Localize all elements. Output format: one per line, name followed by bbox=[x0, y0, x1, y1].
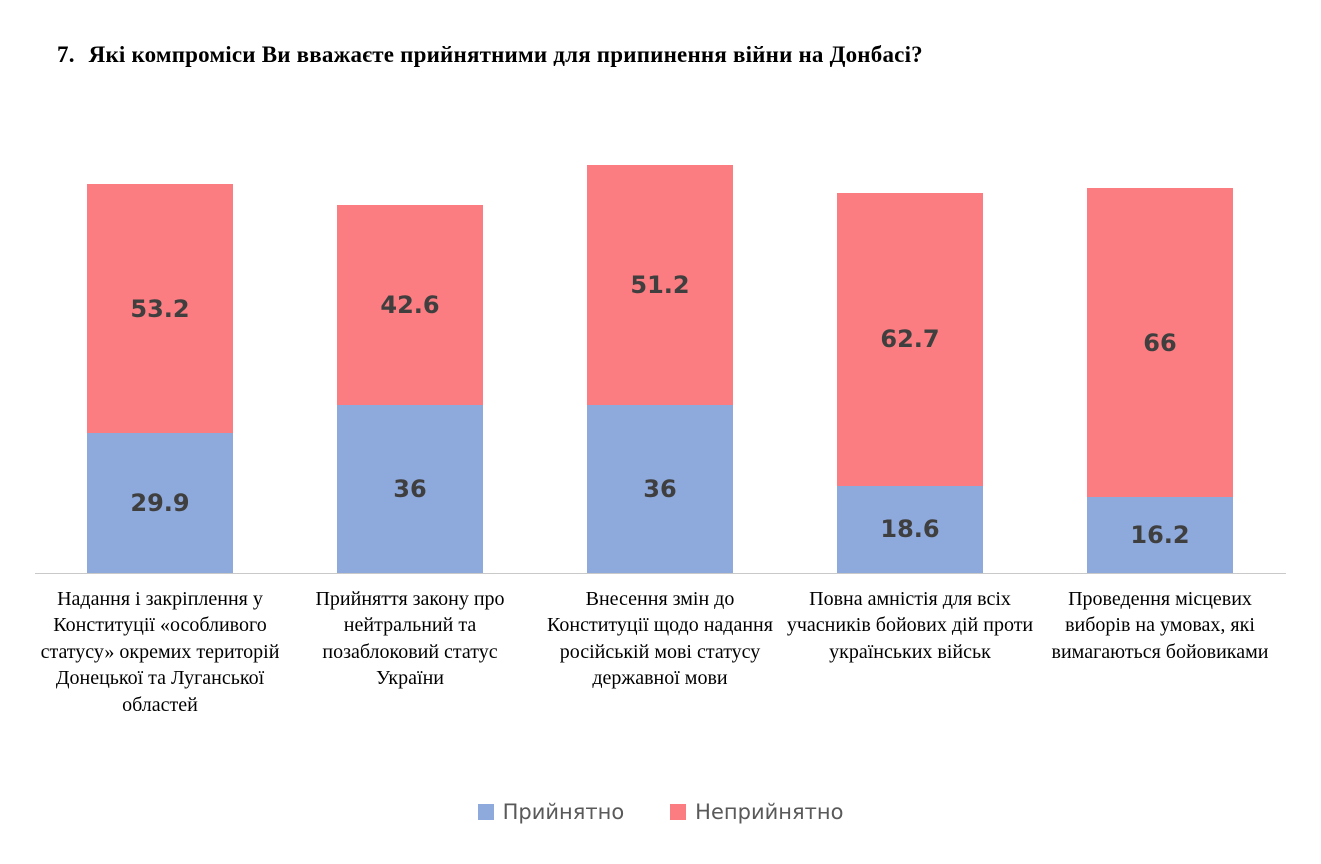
question-number: 7. bbox=[57, 42, 75, 67]
bar-segment-acceptable: 36 bbox=[337, 404, 483, 573]
category-label: Проведення місцевих виборів на умовах, я… bbox=[1051, 588, 1269, 663]
category-label: Внесення змін до Конституції щодо наданн… bbox=[547, 588, 773, 690]
page-title: 7. Які компроміси Ви вважаєте прийнятними… bbox=[57, 42, 1277, 68]
bar-segment-acceptable: 36 bbox=[587, 404, 733, 573]
bar-segment-unacceptable: 42.6 bbox=[337, 205, 483, 405]
category-label: Надання і закріплення у Конституції «осо… bbox=[40, 588, 280, 716]
bar-segment-acceptable: 16.2 bbox=[1087, 497, 1233, 573]
bar-segment-unacceptable: 66 bbox=[1087, 188, 1233, 498]
legend-swatch-icon bbox=[670, 804, 687, 820]
bar-segment-acceptable: 29.9 bbox=[87, 433, 233, 573]
category-label: Прийняття закону про нейтральний та поза… bbox=[315, 588, 505, 690]
bar-segment-acceptable: 18.6 bbox=[837, 485, 983, 573]
legend-item-unacceptable: Неприйнятно bbox=[670, 800, 843, 824]
legend-item-acceptable: Прийнятно bbox=[477, 800, 625, 824]
bar-segment-unacceptable: 51.2 bbox=[587, 164, 733, 405]
category-label: Повна амністія для всіх учасників бойови… bbox=[786, 588, 1034, 663]
category-labels: Надання і закріплення у Конституції «осо… bbox=[35, 586, 1285, 718]
value-label: 18.6 bbox=[880, 515, 940, 544]
legend-label: Прийнятно bbox=[502, 800, 625, 824]
value-label: 36 bbox=[643, 474, 677, 503]
value-label: 29.9 bbox=[130, 489, 190, 518]
bar-segment-unacceptable: 62.7 bbox=[837, 192, 983, 486]
bar-column: 29.9 53.2 bbox=[35, 118, 285, 573]
value-label: 53.2 bbox=[130, 294, 190, 323]
bar-column: 18.6 62.7 bbox=[785, 118, 1035, 573]
bar-column: 16.2 66 bbox=[1035, 118, 1285, 573]
stacked-bar: 18.6 62.7 bbox=[837, 192, 983, 573]
stacked-bar: 29.9 53.2 bbox=[87, 184, 233, 573]
value-label: 66 bbox=[1143, 328, 1177, 357]
bar-column: 36 51.2 bbox=[535, 118, 785, 573]
value-label: 36 bbox=[393, 474, 427, 503]
stacked-bar: 36 42.6 bbox=[337, 205, 483, 573]
legend-swatch-icon bbox=[477, 804, 494, 820]
value-label: 62.7 bbox=[880, 325, 940, 354]
chart-legend: Прийнятно Неприйнятно bbox=[0, 800, 1321, 824]
plot-area: 29.9 53.2 36 42.6 36 51.2 18.6 62.7 16.2 66 bbox=[35, 118, 1285, 573]
bar-segment-unacceptable: 53.2 bbox=[87, 184, 233, 434]
value-label: 51.2 bbox=[630, 270, 690, 299]
question-text: Які компроміси Ви вважаєте прийнятними д… bbox=[88, 42, 923, 67]
legend-label: Неприйнятно bbox=[695, 800, 844, 824]
value-label: 42.6 bbox=[380, 290, 440, 319]
bar-column: 36 42.6 bbox=[285, 118, 535, 573]
value-label: 16.2 bbox=[1130, 521, 1190, 550]
stacked-bar: 16.2 66 bbox=[1087, 188, 1233, 573]
x-axis-line bbox=[35, 573, 1286, 574]
stacked-bar: 36 51.2 bbox=[587, 164, 733, 573]
